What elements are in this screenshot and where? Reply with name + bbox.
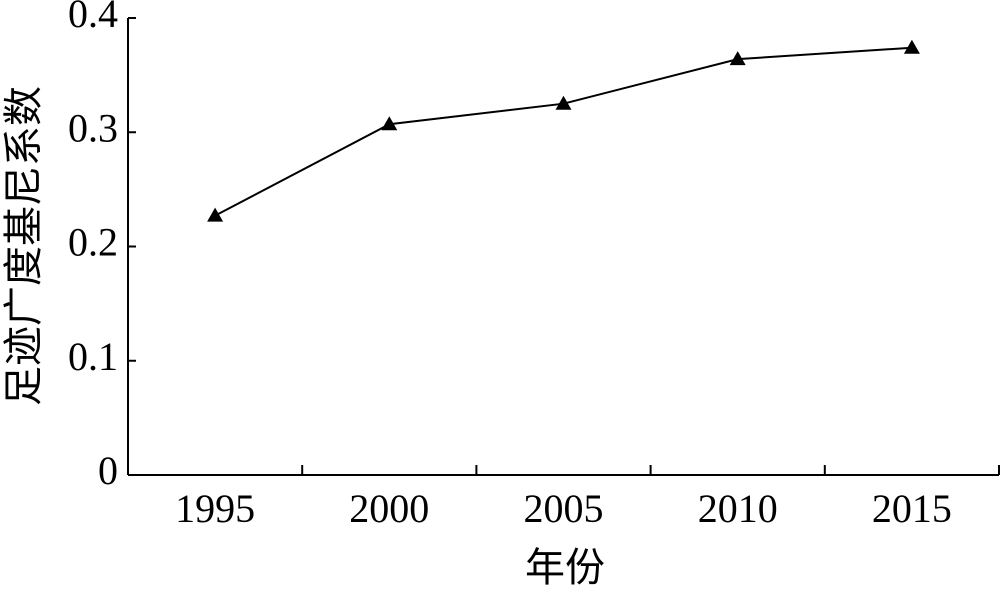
x-axis-label: 年份 [525, 545, 605, 590]
x-tick-label: 2000 [349, 486, 429, 531]
x-tick-label: 2010 [698, 486, 778, 531]
x-tick-label: 1995 [175, 486, 255, 531]
marker [903, 39, 920, 54]
y-tick-label: 0.3 [68, 105, 118, 150]
y-axis-label: 足迹广度基尼系数 [1, 86, 46, 406]
y-tick-label: 0.2 [68, 220, 118, 265]
marker [555, 95, 572, 110]
line [214, 46, 912, 217]
y-tick-label: 0.1 [68, 334, 118, 379]
marker [729, 51, 746, 66]
marker [207, 207, 224, 222]
y-tick-label: 0.4 [68, 0, 118, 36]
x-tick-label: 2015 [872, 486, 952, 531]
y-tick-label: 0 [98, 448, 118, 493]
marker [381, 116, 398, 131]
x-tick-label: 2005 [524, 486, 604, 531]
